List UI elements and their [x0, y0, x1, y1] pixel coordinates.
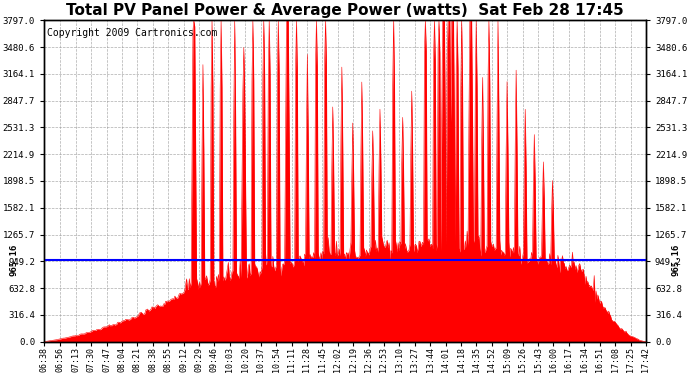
- Text: 965.16: 965.16: [9, 244, 18, 276]
- Text: 965.16: 965.16: [672, 244, 681, 276]
- Title: Total PV Panel Power & Average Power (watts)  Sat Feb 28 17:45: Total PV Panel Power & Average Power (wa…: [66, 3, 624, 18]
- Text: Copyright 2009 Cartronics.com: Copyright 2009 Cartronics.com: [47, 28, 217, 38]
